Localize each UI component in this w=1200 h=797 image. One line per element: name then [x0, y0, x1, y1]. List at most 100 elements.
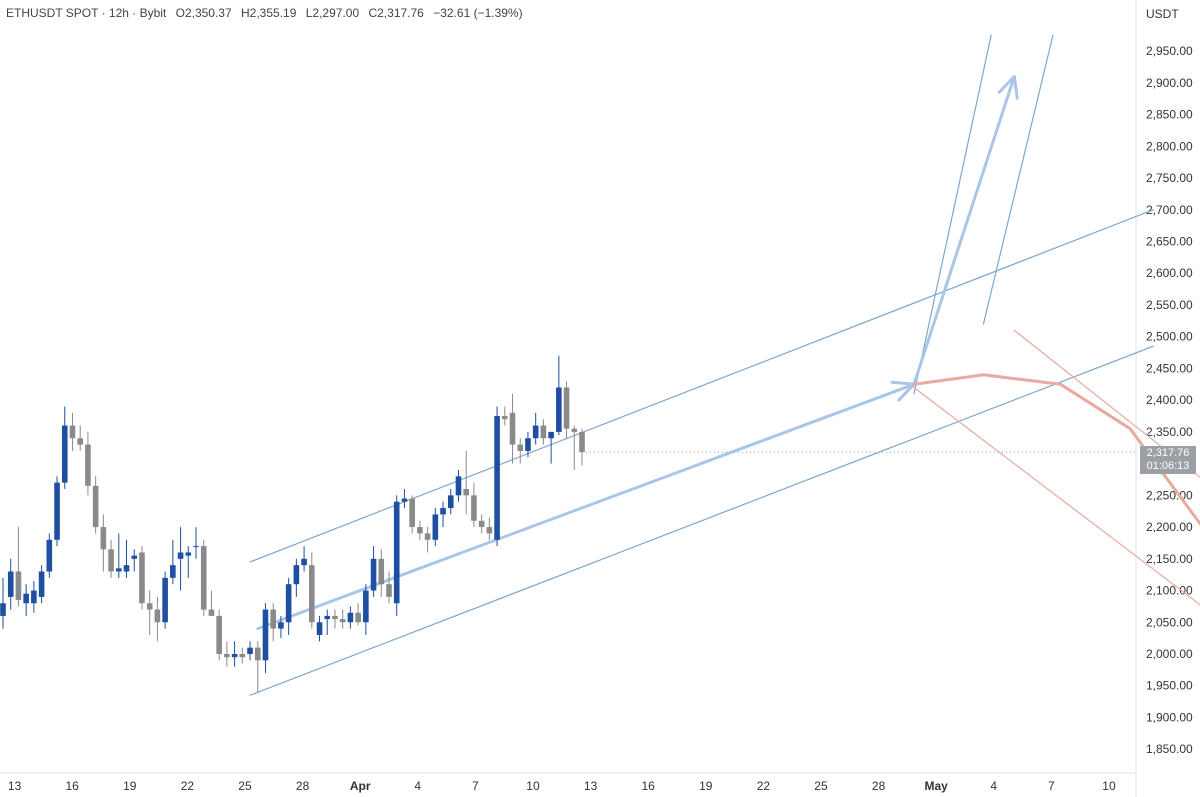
candle-body [417, 527, 423, 534]
candle-body [556, 387, 562, 432]
candle-body [185, 552, 192, 556]
price-tick-label: 2,400.00 [1146, 393, 1193, 407]
candle [239, 647, 246, 664]
candle [455, 469, 462, 502]
candle-body [486, 527, 493, 534]
time-tick-label: 13 [584, 779, 598, 793]
candle-body [517, 444, 524, 451]
candle-body [108, 549, 114, 572]
ascending-channel-line [249, 209, 1154, 563]
candle [494, 406, 500, 547]
candle-body [31, 590, 37, 604]
candle [247, 641, 253, 661]
bearish-projection-path [912, 373, 1200, 527]
candle-body [370, 558, 377, 591]
price-tick-label: 2,850.00 [1146, 108, 1193, 122]
candle [532, 412, 539, 445]
time-tick-label: Apr [350, 779, 371, 793]
price-tick-label: 2,450.00 [1146, 361, 1193, 375]
candle [347, 606, 354, 629]
candle [386, 571, 392, 604]
price-unit[interactable]: USDT [1146, 7, 1179, 21]
price-tick-label: 2,750.00 [1146, 171, 1193, 185]
candle [116, 533, 122, 578]
time-tick-label: May [925, 779, 949, 793]
candle-body [193, 546, 199, 548]
candle-body [92, 485, 99, 528]
price-axis[interactable]: 2,950.00 2,900.00 2,850.00 2,800.00 2,750.00… [1135, 0, 1193, 797]
candle [123, 539, 130, 578]
candle [146, 590, 153, 635]
candle [525, 431, 531, 458]
time-tick-label: 10 [1102, 779, 1116, 793]
candle [61, 406, 68, 490]
candle-body [363, 590, 369, 623]
candle [324, 609, 331, 635]
candle-body [424, 533, 431, 540]
bullish-channel-line [982, 34, 1054, 325]
candle-body [571, 428, 578, 432]
bullish-channel-line [913, 34, 992, 395]
candle-body [7, 571, 14, 597]
ohlc-high: H2,355.19 [241, 6, 297, 20]
candle [170, 539, 176, 585]
candle-body [478, 520, 485, 528]
candle-body [563, 387, 570, 429]
candle [339, 609, 346, 629]
candle [15, 527, 22, 607]
candle-body [85, 444, 91, 486]
time-tick-label: 25 [238, 779, 252, 793]
candle-body [455, 476, 462, 496]
candle [370, 546, 377, 597]
time-tick-label: 28 [296, 779, 310, 793]
candle [332, 609, 338, 629]
ohlc-open: O2,350.37 [175, 6, 232, 20]
candle-body [401, 498, 408, 502]
candle [293, 558, 300, 597]
bar-countdown: 01:06:13 [1146, 460, 1190, 472]
candle [177, 527, 184, 591]
candle [69, 412, 76, 451]
candle [154, 596, 161, 642]
candle-body [162, 577, 168, 623]
candle [556, 355, 562, 436]
candle [0, 577, 6, 629]
candle-body [170, 565, 176, 578]
drawing-layer [249, 34, 1200, 696]
candle [463, 450, 469, 515]
ascending-channel-line [249, 345, 1154, 696]
candle-body [54, 482, 60, 540]
price-tick-label: 1,900.00 [1146, 710, 1193, 724]
last-price-badge: 2,317.76 01:06:13 [1140, 446, 1196, 474]
candle-body [579, 431, 585, 453]
time-tick-label: 10 [526, 779, 540, 793]
candle-body [216, 615, 222, 654]
symbol-label[interactable]: ETHUSDT SPOT · 12h · Bybit [6, 6, 167, 20]
candle-body [77, 438, 83, 445]
candle-body [309, 565, 315, 623]
last-price-value: 2,317.76 [1146, 447, 1190, 459]
price-tick-label: 2,050.00 [1146, 615, 1193, 629]
candle [316, 615, 323, 642]
candle [131, 549, 138, 572]
price-tick-label: 2,000.00 [1146, 647, 1193, 661]
candle [417, 520, 423, 540]
time-tick-label: 7 [1048, 779, 1055, 793]
candle [139, 546, 145, 610]
price-tick-label: 2,900.00 [1146, 76, 1193, 90]
candle-body [131, 555, 138, 559]
time-axis[interactable]: 13 16 19 22 25 28 Apr 4 7 10 13 16 19 22 25 28 May 4 7 10 [0, 772, 1136, 793]
time-tick-label: 4 [990, 779, 997, 793]
candle-body [393, 501, 400, 604]
bullish-arrowhead [997, 75, 1019, 100]
time-tick-label: 28 [872, 779, 886, 793]
candle-body [146, 603, 153, 610]
price-tick-label: 2,100.00 [1146, 584, 1193, 598]
bearish-channel-line [913, 386, 1200, 606]
candle [100, 514, 107, 572]
candle-body [254, 647, 261, 661]
candle [301, 546, 307, 572]
time-tick-label: 16 [66, 779, 80, 793]
candles-layer [0, 355, 585, 693]
